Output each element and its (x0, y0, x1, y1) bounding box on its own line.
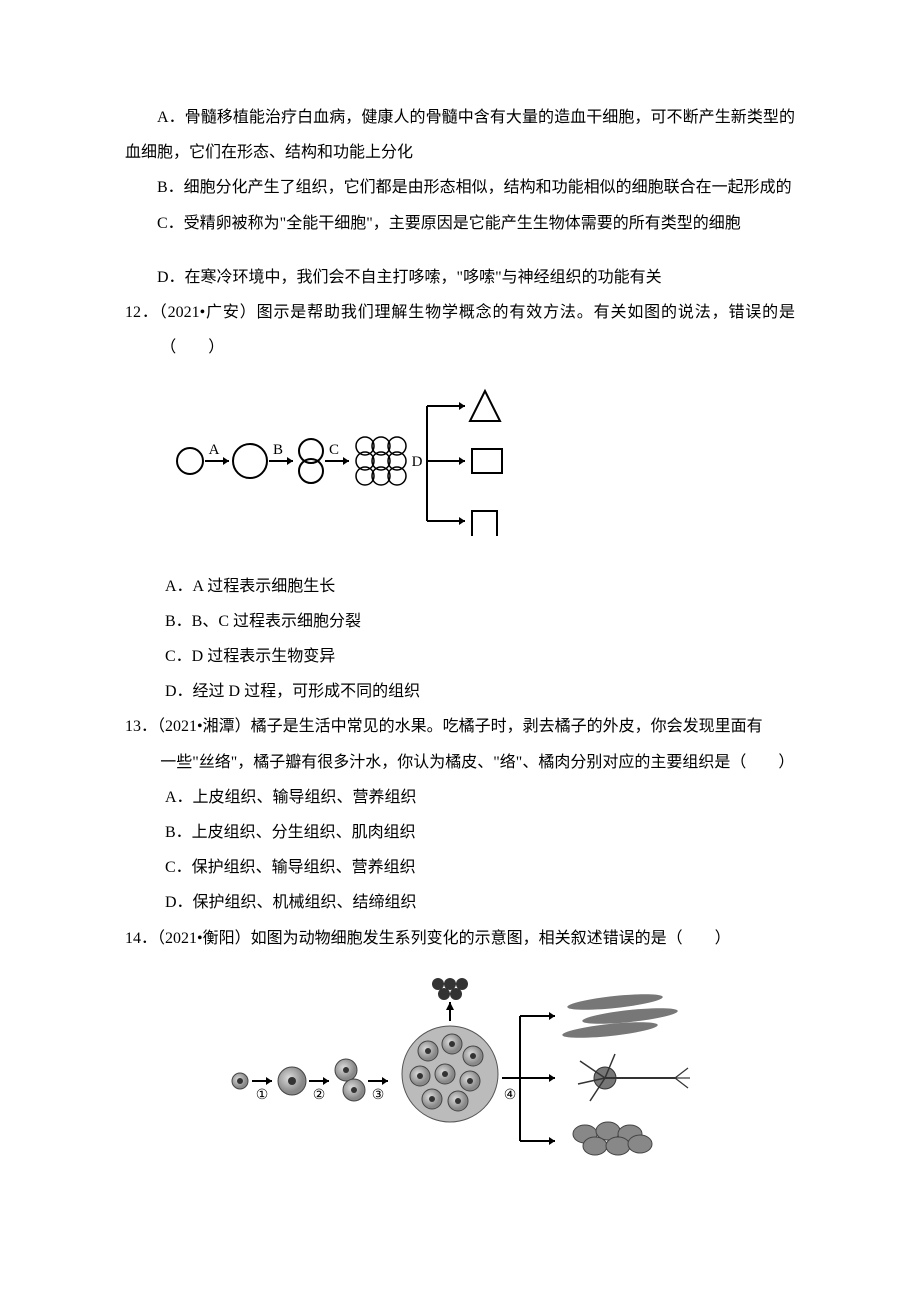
q14-diagram: ① ② ③ ④ (125, 966, 795, 1169)
q13-stem-line2: 一些"丝络"，橘子瓣有很多汁水，你认为橘皮、"络"、橘肉分别对应的主要组织是（ … (125, 745, 795, 780)
label-3: ③ (372, 1088, 385, 1103)
epithelial-tissue (573, 1122, 652, 1155)
square-shape (472, 449, 502, 473)
q12-option-d: D．经过 D 过程，可形成不同的组织 (125, 674, 795, 709)
q11-option-a: A．骨髓移植能治疗白血病，健康人的骨髓中含有大量的造血干细胞，可不断产生新类型的… (125, 100, 795, 170)
q12-diagram: A B C D (125, 376, 795, 559)
q13-option-c: C．保护组织、输导组织、营养组织 (125, 850, 795, 885)
q14-source: （2021•衡阳） (157, 930, 251, 947)
big-cluster (402, 1026, 498, 1122)
q13-number: 13． (125, 718, 157, 735)
label-2: ② (313, 1088, 326, 1103)
q14-stem: 14．（2021•衡阳）如图为动物细胞发生系列变化的示意图，相关叙述错误的是（ … (125, 921, 795, 956)
q12-number: 12． (125, 304, 159, 321)
q12-option-a: A．A 过程表示细胞生长 (125, 569, 795, 604)
q13-option-b: B．上皮组织、分生组织、肌肉组织 (125, 815, 795, 850)
q12-option-c: C．D 过程表示生物变异 (125, 639, 795, 674)
q13-source: （2021•湘潭） (157, 718, 251, 735)
q11-option-c: C．受精卵被称为"全能干细胞"，主要原因是它能产生生物体需要的所有类型的细胞 (125, 206, 795, 241)
cell-cluster (356, 437, 406, 485)
q14-number: 14． (125, 930, 157, 947)
top-cluster (432, 978, 468, 1000)
q13-option-a: A．上皮组织、输导组织、营养组织 (125, 780, 795, 815)
q11-option-b: B．细胞分化产生了组织，它们都是由形态相似，结构和功能相似的细胞联合在一起形成的 (125, 170, 795, 205)
open-box-shape (472, 511, 497, 536)
q12-option-b: B．B、C 过程表示细胞分裂 (125, 604, 795, 639)
label-d: D (412, 454, 423, 470)
q13-stem-text1: 橘子是生活中常见的水果。吃橘子时，剥去橘子的外皮，你会发现里面有 (251, 718, 763, 735)
q13-option-d: D．保护组织、机械组织、结缔组织 (125, 885, 795, 920)
label-c: C (329, 442, 339, 458)
q12-source: （2021•广安） (159, 304, 257, 321)
q11-option-d: D．在寒冷环境中，我们会不自主打哆嗦，"哆嗦"与神经组织的功能有关 (125, 260, 795, 295)
spindle-tissue (562, 991, 679, 1041)
triangle-shape (470, 391, 500, 421)
label-1: ① (256, 1088, 269, 1103)
label-4: ④ (504, 1088, 517, 1103)
label-a: A (209, 442, 220, 458)
animal-cell-differentiation-svg: ① ② ③ ④ (210, 966, 710, 1156)
neuron-tissue (578, 1054, 690, 1101)
q12-stem: 12．（2021•广安）图示是帮助我们理解生物学概念的有效方法。有关如图的说法，… (125, 295, 795, 365)
q14-stem-text: 如图为动物细胞发生系列变化的示意图，相关叙述错误的是（ ） (251, 930, 731, 947)
q13-stem-line1: 13．（2021•湘潭）橘子是生活中常见的水果。吃橘子时，剥去橘子的外皮，你会发… (125, 709, 795, 744)
label-b: B (273, 442, 283, 458)
cell-division-diagram-svg: A B C D (165, 376, 525, 546)
